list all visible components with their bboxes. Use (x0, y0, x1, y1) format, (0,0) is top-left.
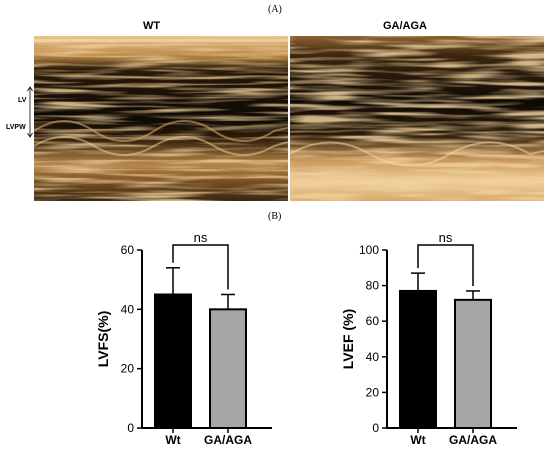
significance-label: ns (439, 230, 453, 245)
y-tick-label: 60 (121, 243, 135, 257)
y-tick-label: 40 (121, 302, 135, 316)
panel-b-label: (B) (268, 211, 282, 222)
y-tick-label: 20 (366, 385, 380, 399)
y-axis-label: LVEF (%) (340, 309, 356, 369)
y-tick-label: 0 (372, 421, 379, 435)
wt-title: WT (143, 20, 161, 32)
ga-aga-title: GA/AGA (383, 20, 427, 32)
bar-0 (399, 289, 437, 429)
x-tick-label: GA/AGA (449, 433, 497, 447)
significance-bracket (172, 244, 229, 290)
lv-label: LV (18, 97, 27, 104)
y-axis-label: LVFS(%) (95, 311, 111, 368)
panel-a-label: (A) (268, 4, 282, 15)
significance-bracket (417, 244, 474, 286)
y-tick-label: 40 (366, 350, 380, 364)
y-tick-label: 0 (127, 421, 134, 435)
x-tick-label: Wt (165, 433, 180, 447)
y-tick-label: 80 (366, 279, 380, 293)
bar-0 (154, 293, 192, 429)
y-tick-label: 20 (121, 362, 135, 376)
lv-arrow-icon (27, 86, 33, 138)
lvpw-label: LVPW (6, 124, 26, 131)
x-tick-label: Wt (410, 433, 425, 447)
y-tick-label: 60 (366, 314, 380, 328)
significance-label: ns (194, 230, 208, 245)
bar-1 (454, 298, 492, 429)
x-tick-label: GA/AGA (204, 433, 252, 447)
lvef-chart: 0 20 40 60 80 100 LVEF (%) Wt GA/AGA ns (340, 230, 517, 447)
lvfs-chart: 0 20 40 60 LVFS(%) Wt GA/AGA ns (95, 230, 272, 447)
bar-1 (209, 308, 247, 429)
ga-aga-mmode-image (290, 36, 544, 201)
y-tick-label: 100 (359, 243, 379, 257)
wt-mmode-image (34, 36, 288, 201)
